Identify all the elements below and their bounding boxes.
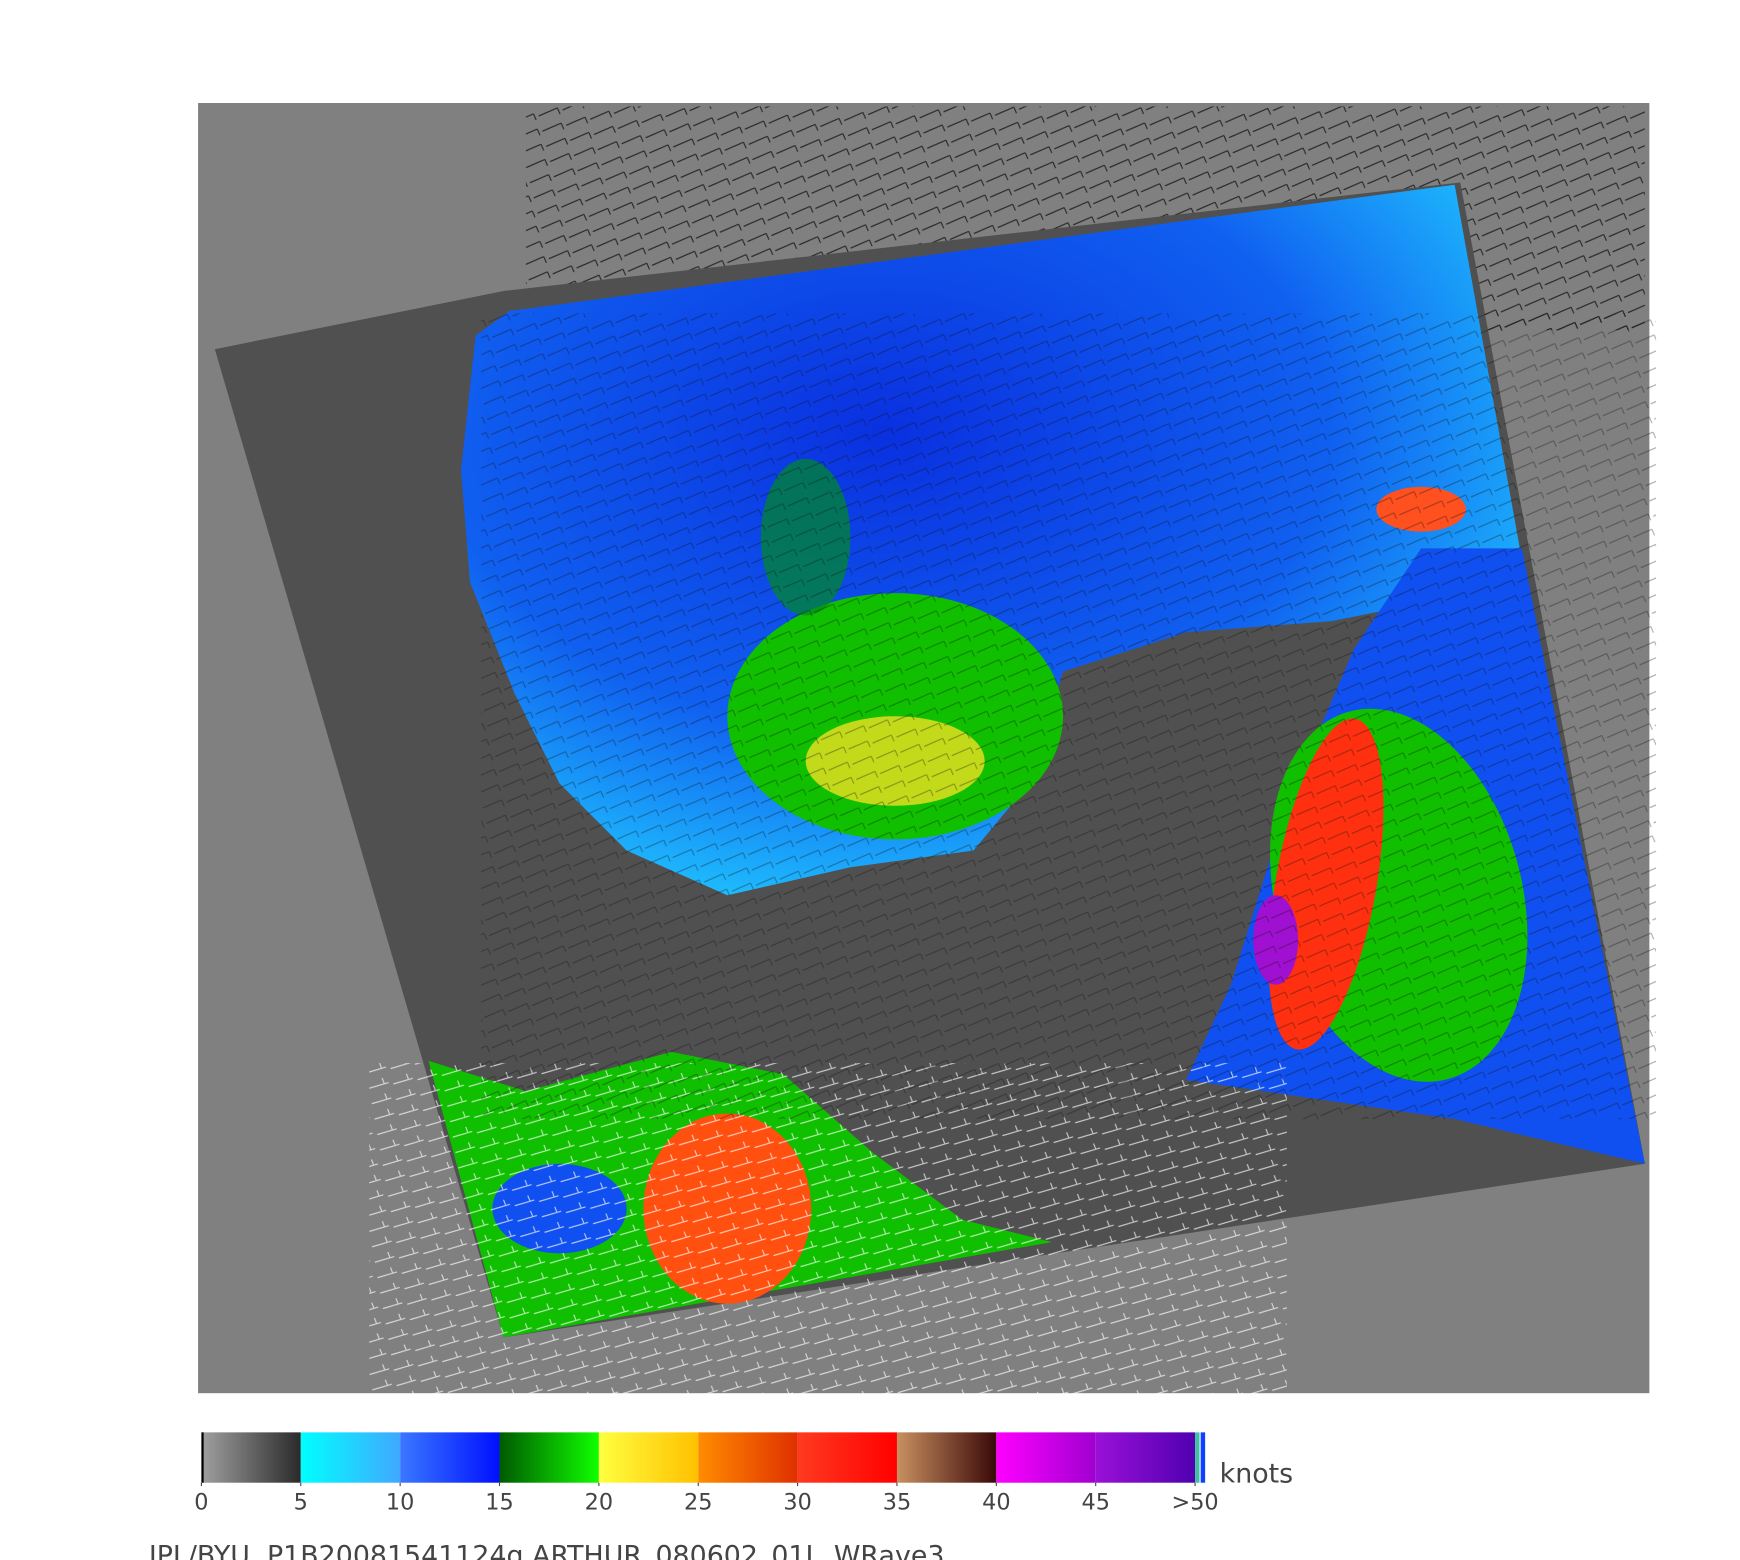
colorbar-tick-label: 45: [1081, 1490, 1109, 1516]
colorbar-segment: [996, 1432, 1096, 1483]
colorbar-segment: [300, 1432, 401, 1483]
colorbar-tick-label: 30: [783, 1490, 811, 1516]
footer: JPL/BYU P1B20081541124q.ARTHUR_080602_01…: [147, 1540, 945, 1560]
colorbar-tick-label: 15: [485, 1490, 513, 1516]
colorbar-segment: [598, 1432, 699, 1483]
colorbar-segment: [896, 1432, 997, 1483]
map: [198, 103, 1657, 1399]
colorbar-tick-label: 0: [194, 1490, 208, 1516]
colorbar: 0 5 10 15 20 25 30 35 40 45 >50: [194, 1432, 1219, 1516]
colorbar-tick-label: 25: [684, 1490, 712, 1516]
wind-barbs: [369, 1063, 1287, 1399]
colorbar-tick-label: 35: [883, 1490, 911, 1516]
colorbar-tick-label: 5: [294, 1490, 308, 1516]
colorbar-segment: [400, 1432, 500, 1483]
colorbar-segment: [797, 1432, 897, 1483]
colorbar-segment: [499, 1432, 599, 1483]
colorbar-unit: knots: [1220, 1459, 1294, 1490]
colorbar-segment: [201, 1432, 301, 1483]
colorbar-tick-label: 10: [386, 1490, 414, 1516]
colorbar-segment: [698, 1432, 798, 1483]
colorbar-segment: [1095, 1432, 1196, 1483]
colorbar-end: [1200, 1432, 1206, 1483]
colorbar-tick-label: 40: [982, 1490, 1010, 1516]
colorbar-end: [1195, 1432, 1200, 1483]
colorbar-tick-label: 20: [585, 1490, 613, 1516]
wind-barbs: [481, 313, 1657, 1120]
colorbar-tick-label: >50: [1171, 1490, 1218, 1516]
